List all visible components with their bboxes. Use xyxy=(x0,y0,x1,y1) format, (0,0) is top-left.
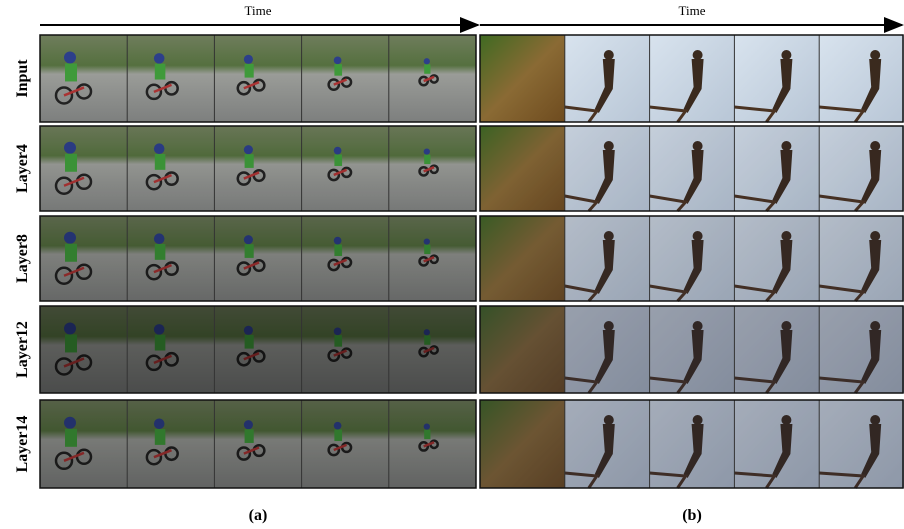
row-label: Layer4 xyxy=(14,144,31,193)
feature-overlay xyxy=(650,216,735,301)
feature-overlay xyxy=(734,400,819,488)
feature-overlay xyxy=(127,216,214,301)
boy-head xyxy=(64,51,76,63)
feature-overlay xyxy=(480,306,565,393)
feature-overlay xyxy=(734,126,819,211)
feature-overlay xyxy=(40,216,127,301)
feature-overlay xyxy=(302,400,389,488)
video-frame xyxy=(480,35,565,122)
time-label: Time xyxy=(245,3,272,18)
boy-body xyxy=(334,64,342,76)
feature-overlay xyxy=(819,400,904,488)
feature-overlay xyxy=(214,400,301,488)
video-frame xyxy=(127,35,214,122)
time-label: Time xyxy=(679,3,706,18)
feature-overlay xyxy=(734,216,819,301)
boy-head xyxy=(424,58,430,64)
feature-overlay xyxy=(565,216,650,301)
figure: Time Time (a) (b) Input Layer4 Layer8 Layer… xyxy=(0,0,904,529)
feature-overlay xyxy=(389,216,476,301)
feature-overlay xyxy=(302,126,389,211)
boy-body xyxy=(65,63,77,81)
video-frame xyxy=(214,35,301,122)
row-label: Layer12 xyxy=(14,321,31,378)
feature-overlay xyxy=(127,126,214,211)
feature-overlay xyxy=(214,216,301,301)
feature-overlay xyxy=(40,126,127,211)
feature-overlay xyxy=(389,306,476,393)
feature-overlay xyxy=(302,216,389,301)
feature-overlay xyxy=(214,126,301,211)
feature-overlay xyxy=(819,306,904,393)
boy-body xyxy=(424,64,430,73)
feature-overlay xyxy=(819,216,904,301)
feature-overlay xyxy=(565,306,650,393)
frames xyxy=(40,35,904,488)
boy-head xyxy=(334,56,342,64)
video-frame xyxy=(40,35,127,122)
feature-overlay xyxy=(127,306,214,393)
feature-overlay xyxy=(480,400,565,488)
feature-overlay xyxy=(389,126,476,211)
row-label: Layer8 xyxy=(14,234,31,283)
person-head xyxy=(781,50,791,60)
boy-head xyxy=(244,55,253,64)
feature-overlay xyxy=(819,126,904,211)
feature-overlay xyxy=(734,306,819,393)
feature-overlay xyxy=(40,306,127,393)
row-label: Layer14 xyxy=(14,416,31,473)
feature-overlay xyxy=(389,400,476,488)
feature-overlay xyxy=(480,216,565,301)
person-head xyxy=(870,50,880,60)
feature-overlay xyxy=(565,126,650,211)
feature-overlay xyxy=(302,306,389,393)
boy-head xyxy=(154,53,165,64)
feature-overlay xyxy=(214,306,301,393)
feature-overlay xyxy=(650,126,735,211)
panel-caption: (a) xyxy=(249,507,268,524)
boy-body xyxy=(245,64,254,78)
person-head xyxy=(693,50,703,60)
feature-overlay xyxy=(40,400,127,488)
feature-overlay xyxy=(480,126,565,211)
feature-overlay xyxy=(650,400,735,488)
row-label: Input xyxy=(14,59,31,98)
person-head xyxy=(604,50,614,60)
boy-body xyxy=(155,64,166,80)
feature-overlay xyxy=(650,306,735,393)
panel-caption: (b) xyxy=(682,507,702,524)
feature-overlay xyxy=(127,400,214,488)
feature-overlay xyxy=(565,400,650,488)
